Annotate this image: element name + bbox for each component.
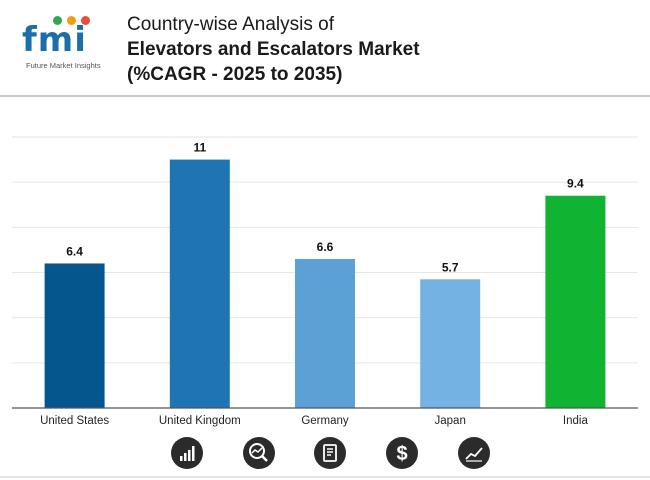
title-line-1: Country-wise Analysis of — [127, 14, 334, 35]
logo-dot-orange — [67, 16, 76, 25]
bar-value-label: 5.7 — [442, 260, 459, 274]
logo-dot-red — [81, 16, 90, 25]
logo-text: fmi — [22, 20, 87, 60]
bar-value-label: 9.4 — [567, 177, 584, 191]
category-label: United States — [40, 415, 109, 427]
bar-chart: 6.4 United States 11 United Kingdom 6.6 Germa… — [12, 136, 638, 427]
header-divider — [0, 95, 650, 97]
footer-icons: $ — [0, 434, 650, 474]
title-line-3: (%CAGR - 2025 to 2035) — [127, 64, 343, 85]
title-line-2: Elevators and Escalators Market — [127, 39, 420, 60]
fmi-logo: fmi Future Market Insights — [22, 12, 108, 70]
bar-value-label: 6.4 — [66, 244, 83, 258]
chart-title: Country-wise Analysis of Elevators and E… — [127, 12, 420, 87]
category-label: United Kingdom — [159, 415, 241, 427]
svg-text:$: $ — [396, 443, 407, 465]
bar-value-label: 6.6 — [317, 240, 334, 254]
logo-dot-green — [53, 16, 62, 25]
trend-line-icon — [458, 437, 490, 469]
header: fmi Future Market Insights Country-wise … — [0, 0, 650, 95]
bar-united-kingdom — [169, 159, 230, 408]
bar-value-label: 11 — [193, 141, 206, 155]
growth-chart-icon — [171, 437, 203, 469]
bar-japan — [420, 279, 481, 408]
dollar-icon: $ — [386, 437, 418, 469]
bar-germany — [295, 258, 355, 408]
report-document-icon — [314, 437, 346, 469]
category-label: Japan — [435, 415, 466, 427]
bar-india — [545, 195, 606, 408]
category-label: India — [563, 415, 589, 427]
logo-subtitle: Future Market Insights — [26, 61, 101, 70]
footer-divider — [0, 476, 650, 478]
category-label: Germany — [301, 415, 349, 427]
magnifier-analysis-icon — [243, 437, 275, 469]
bar-united-states — [44, 263, 105, 408]
